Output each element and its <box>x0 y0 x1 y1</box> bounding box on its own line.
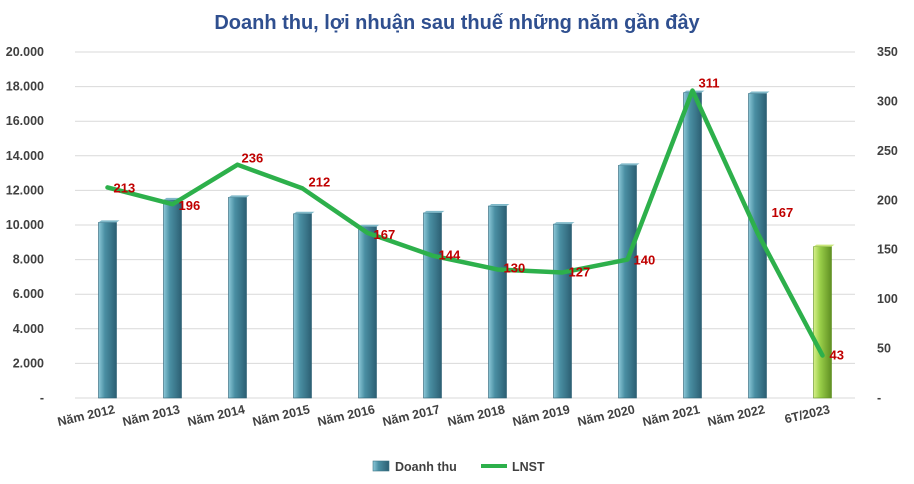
profit-data-label: 167 <box>772 205 794 220</box>
grid-lines <box>75 51 855 399</box>
profit-data-label: 130 <box>504 260 526 275</box>
revenue-bar <box>683 90 705 399</box>
revenue-bar <box>358 224 380 399</box>
profit-series-line <box>105 88 825 358</box>
right-tick-label: 350 <box>877 45 898 59</box>
legend-label-revenue: Doanh thu <box>395 460 457 474</box>
revenue-bar <box>163 197 185 399</box>
right-tick-label: 100 <box>877 292 898 306</box>
category-label: Năm 2012 <box>56 402 116 429</box>
profit-data-label: 167 <box>374 227 396 242</box>
revenue-bar <box>293 211 315 399</box>
profit-line <box>105 88 825 358</box>
revenue-bar <box>488 203 510 399</box>
profit-data-label: 127 <box>569 264 591 279</box>
category-label: 6T/2023 <box>783 402 831 426</box>
left-tick-label: 18.000 <box>6 80 44 94</box>
left-tick-label: 6.000 <box>13 287 44 301</box>
category-labels: Năm 2012 Năm 2013 Năm 2014 Năm 2015 Năm 2016… <box>56 402 831 429</box>
right-tick-label: 200 <box>877 193 898 207</box>
category-label: Năm 2018 <box>446 402 506 429</box>
chart-title: Doanh thu, lợi nhuận sau thuế những năm … <box>214 12 700 34</box>
profit-data-labels: 213 196 236 212 167 144 130 127 140 311 167 43 <box>114 76 844 363</box>
profit-data-label: 311 <box>699 76 720 91</box>
revenue-bars <box>98 90 835 399</box>
revenue-bar <box>618 163 640 399</box>
profit-data-label: 213 <box>114 180 136 195</box>
category-label: Năm 2022 <box>706 402 766 429</box>
category-label: Năm 2015 <box>251 402 311 429</box>
left-tick-label: 8.000 <box>13 253 44 267</box>
legend-swatch-revenue <box>372 460 390 472</box>
right-tick-label: - <box>877 391 881 405</box>
left-tick-label: - <box>40 391 44 405</box>
left-tick-label: 16.000 <box>6 114 44 128</box>
profit-data-label: 212 <box>309 174 331 189</box>
category-label: Năm 2019 <box>511 402 571 429</box>
left-axis: - 2.000 4.000 6.000 8.000 10.000 12.000 14.000 1… <box>6 45 44 405</box>
right-tick-label: 250 <box>877 144 898 158</box>
revenue-bar <box>98 220 120 399</box>
right-tick-label: 150 <box>877 243 898 257</box>
revenue-bar <box>748 91 770 399</box>
left-tick-label: 10.000 <box>6 218 44 232</box>
legend-label-profit: LNST <box>512 460 545 474</box>
revenue-bar <box>228 195 250 399</box>
category-label: Năm 2020 <box>576 402 636 429</box>
profit-data-label: 140 <box>634 253 656 268</box>
category-label: Năm 2017 <box>381 402 441 429</box>
category-label: Năm 2021 <box>641 402 701 429</box>
revenue-bar <box>423 210 445 399</box>
revenue-bar <box>553 222 575 399</box>
profit-data-label: 144 <box>439 248 461 263</box>
right-tick-label: 300 <box>877 94 898 108</box>
left-tick-label: 12.000 <box>6 183 44 197</box>
category-label: Năm 2013 <box>121 402 181 429</box>
profit-data-label: 236 <box>242 151 264 166</box>
profit-data-label: 196 <box>179 198 201 213</box>
revenue-bar <box>813 244 835 399</box>
category-label: Năm 2014 <box>186 402 246 429</box>
left-tick-label: 14.000 <box>6 149 44 163</box>
right-axis: - 50 100 150 200 250 300 350 <box>877 45 898 405</box>
left-tick-label: 20.000 <box>6 45 44 59</box>
left-tick-label: 4.000 <box>13 322 44 336</box>
right-tick-label: 50 <box>877 342 891 356</box>
category-label: Năm 2016 <box>316 402 376 429</box>
legend: Doanh thu LNST <box>372 460 545 474</box>
profit-data-label: 43 <box>830 347 844 362</box>
left-tick-label: 2.000 <box>13 356 44 370</box>
